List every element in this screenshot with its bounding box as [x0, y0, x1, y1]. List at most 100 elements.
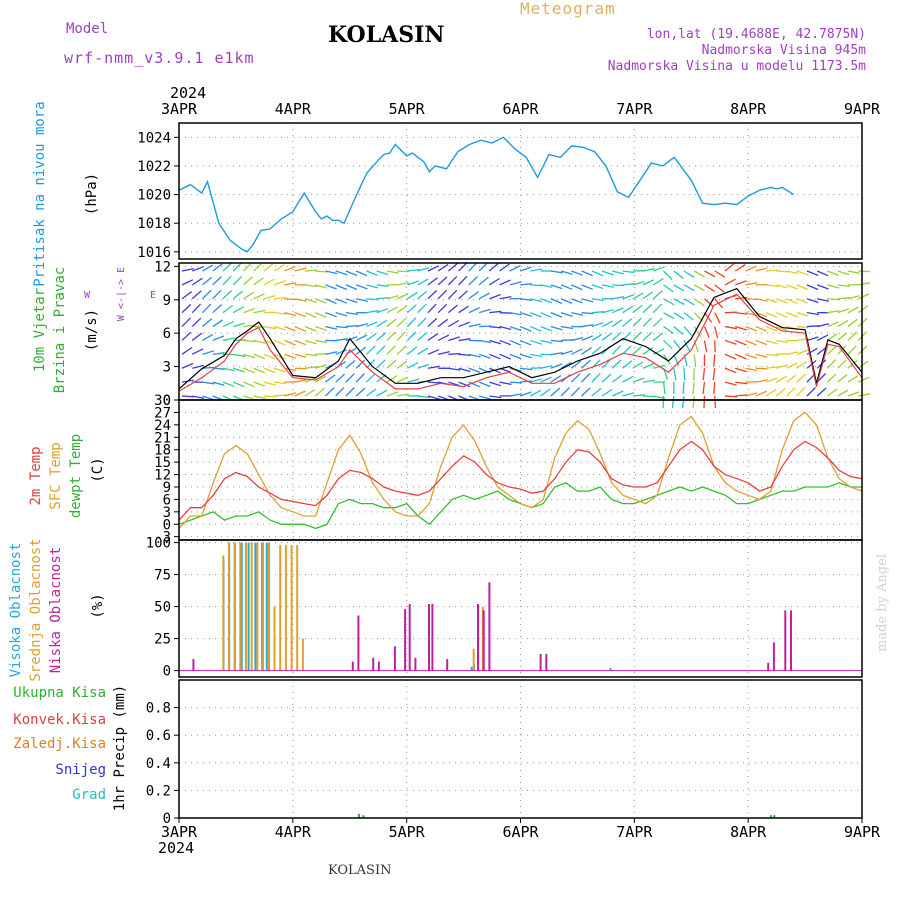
wind-barb	[520, 298, 533, 301]
wind-barb	[243, 307, 255, 314]
wind-barb	[315, 353, 328, 355]
wind-barb	[407, 268, 420, 272]
wind-barb	[386, 359, 397, 369]
wind-barb	[458, 321, 471, 328]
wind-barb	[642, 317, 652, 328]
wind-barb	[847, 295, 860, 300]
wind-barb	[591, 322, 604, 328]
wind-barb	[837, 319, 849, 328]
wind-barb	[386, 391, 399, 397]
wind-barb	[396, 345, 407, 355]
precip-legend-label: Konvek.Kisa	[13, 712, 106, 728]
wind-barb	[847, 345, 857, 355]
wind-barb	[702, 368, 706, 381]
wind-barb	[827, 298, 840, 301]
cloud-bar	[351, 661, 354, 671]
pressure-line	[178, 136, 795, 253]
wind-barb	[447, 289, 458, 300]
wind-barb	[713, 354, 716, 367]
wind-barb	[530, 378, 543, 383]
wind-barb	[192, 364, 205, 369]
wind-barb	[263, 278, 275, 286]
precip-unit: 1hr Precip (mm)	[112, 685, 128, 811]
wind-barb	[632, 361, 644, 369]
wind-barb	[724, 353, 737, 360]
wind-barb	[243, 324, 256, 328]
wind-barb	[683, 270, 695, 278]
wind-barb	[315, 284, 327, 289]
wind-barb	[520, 283, 533, 286]
wind-barb	[181, 331, 192, 341]
wind-barb	[827, 388, 838, 397]
wind-barb	[509, 353, 522, 360]
pressure-unit: (hPa)	[84, 173, 100, 215]
y-tick-label: 15	[154, 455, 171, 471]
year-bottom: 2024	[158, 839, 194, 857]
wind-barb	[478, 339, 492, 344]
wind-barb	[612, 307, 624, 314]
y-tick-label: 25	[154, 632, 171, 648]
wind-barb	[816, 334, 829, 342]
wind-barb	[253, 395, 266, 400]
x-tick-label-bottom: 8APR	[730, 823, 767, 841]
wind-barb	[735, 325, 747, 331]
wind-barb	[571, 298, 583, 304]
wind-barb	[509, 281, 522, 286]
wind-barb	[509, 339, 522, 346]
precip-legend-label: Grad	[72, 787, 106, 803]
wind-barb	[499, 295, 512, 300]
wind-barb	[745, 392, 758, 397]
wind-barb	[693, 270, 706, 278]
wind-barb	[222, 337, 235, 342]
wind-barb	[642, 268, 655, 272]
wind-barb	[776, 270, 789, 273]
y-tick-label: 0.2	[146, 783, 171, 799]
wind-barb	[735, 367, 747, 373]
wind-barb	[325, 284, 337, 290]
wind-barb	[417, 303, 427, 314]
panel-frame	[178, 262, 863, 401]
wind-barb	[704, 298, 714, 308]
y-tick-label: 18	[154, 443, 171, 459]
wind-barb	[560, 284, 573, 290]
wind-barb	[663, 339, 673, 350]
cloud-bar	[377, 661, 380, 671]
y-tick-label: 0	[163, 393, 171, 409]
wind-barb	[622, 375, 634, 383]
wind-barb	[693, 368, 695, 381]
wind-barb	[550, 325, 563, 331]
wind-barb	[396, 293, 409, 300]
wind-barb	[826, 345, 837, 355]
wind-barb	[683, 368, 686, 381]
wind-barb	[181, 291, 193, 300]
wind-barb	[345, 298, 358, 304]
wind-barb	[735, 394, 748, 397]
wind-barb	[519, 353, 532, 359]
wind-barb	[652, 317, 663, 328]
wind-barb	[776, 325, 788, 332]
model-name: wrf-nmm_v3.9.1 e1km	[64, 49, 255, 67]
wind-barb	[622, 294, 635, 300]
wind-barb	[468, 381, 481, 388]
wind-barb	[786, 362, 798, 369]
wind-barb	[826, 373, 837, 383]
wind-barb	[406, 317, 417, 328]
wind-barb	[540, 284, 553, 288]
wind-barb	[642, 303, 653, 314]
wind-barb	[324, 387, 335, 397]
wind-barb	[263, 353, 276, 360]
wind-barb	[345, 284, 358, 291]
wind-barb	[478, 381, 491, 388]
wind-barb	[294, 312, 307, 318]
wind-barb	[642, 362, 655, 369]
wind-barb	[560, 270, 573, 275]
wind-barb	[786, 374, 797, 383]
cloud-bar	[273, 606, 276, 671]
wind-barb	[243, 367, 255, 374]
wind-barb	[406, 346, 418, 355]
wind-barb	[611, 331, 622, 341]
wind-barb	[806, 284, 819, 291]
wind-barb	[724, 278, 736, 286]
wind-barb	[284, 282, 297, 286]
